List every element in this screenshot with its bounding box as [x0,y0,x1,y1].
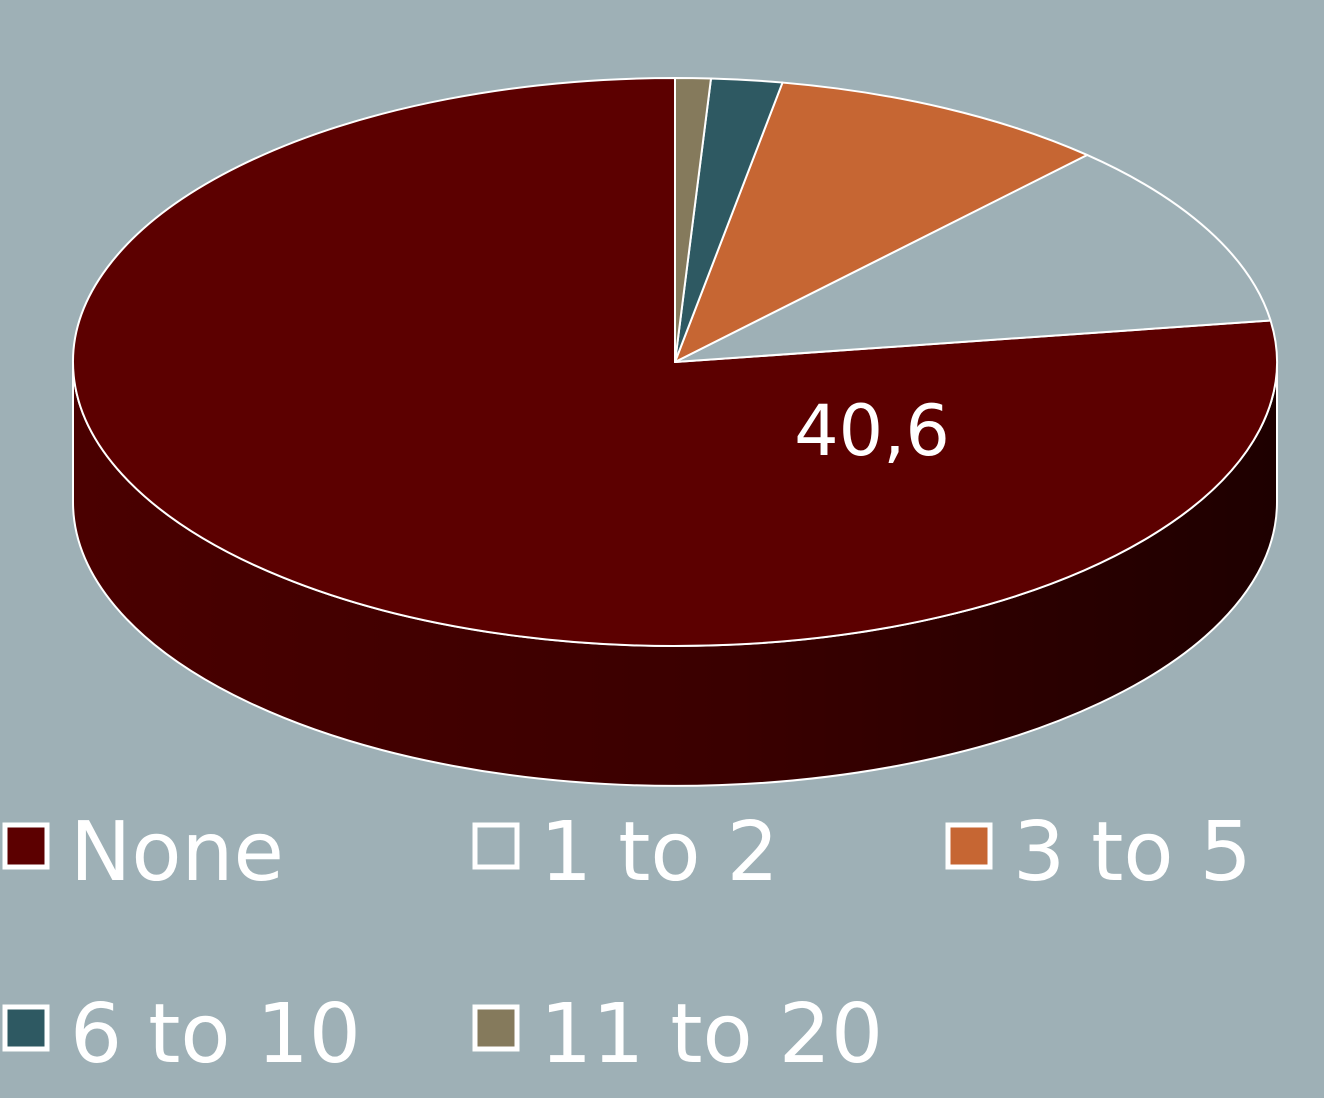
legend-swatch-11-to-20 [472,1004,520,1052]
legend-entry-6-to-10: 6 to 10 [2,987,361,1082]
legend-swatch-1-to-2 [472,822,520,870]
legend-label-11-to-20: 11 to 20 [540,987,883,1082]
legend-swatch-none [2,822,50,870]
legend-swatch-6-to-10 [2,1004,50,1052]
legend-label-1-to-2: 1 to 2 [540,805,779,900]
legend-entry-1-to-2: 1 to 2 [472,805,779,900]
pie-slices [72,77,1278,647]
legend-label-3-to-5: 3 to 5 [1013,805,1252,900]
legend: None 1 to 2 3 to 5 6 to 10 11 to 20 [2,805,1252,1082]
legend-label-6-to-10: 6 to 10 [70,987,361,1082]
pie-slice-11-to-20 [674,77,713,363]
data-label-none: 40,6 [794,390,950,472]
pie-slice-none [72,77,1278,647]
legend-swatch-3-to-5 [945,822,993,870]
legend-entry-11-to-20: 11 to 20 [472,987,883,1082]
data-labels: 40,6 [794,390,950,472]
legend-label-none: None [70,805,284,900]
legend-entry-3-to-5: 3 to 5 [945,805,1252,900]
pie-slice-1-to-2 [674,153,1272,363]
pie-slice-3-to-5 [674,81,1089,363]
legend-entry-none: None [2,805,284,900]
